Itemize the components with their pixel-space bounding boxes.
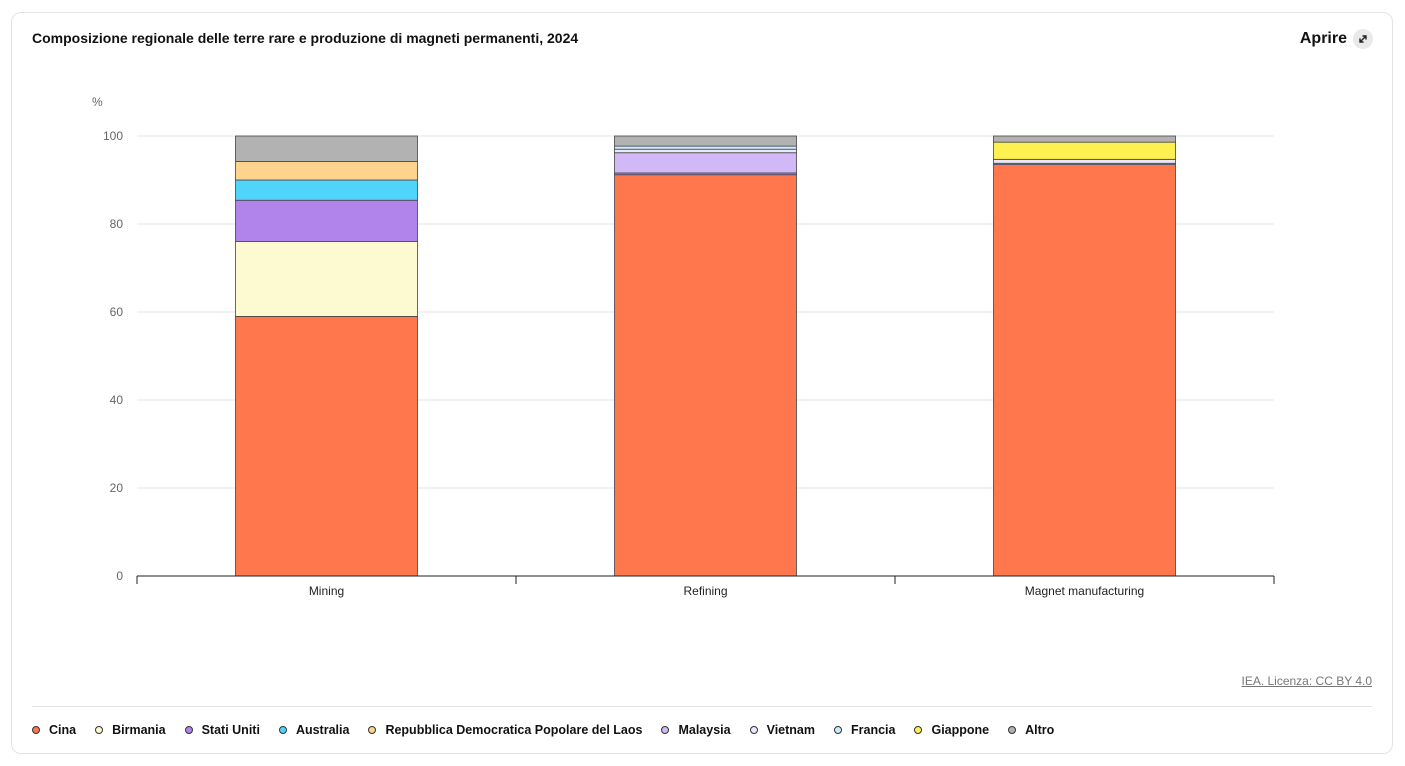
legend-item[interactable]: Cina [32,723,76,737]
legend-swatch [661,726,670,734]
bar-segment [235,161,418,181]
legend-item[interactable]: Vietnam [749,723,815,737]
legend-swatch [749,726,758,734]
source-link[interactable]: IEA. Licenza: CC BY 4.0 [1241,674,1372,688]
x-tick-label: Mining [309,584,344,598]
bar-segment [993,141,1176,160]
y-tick-label: 80 [110,217,124,231]
legend-swatch [834,726,842,734]
y-axis-label: % [92,95,103,109]
y-tick-label: 40 [110,393,124,407]
bar-segment [235,241,418,317]
legend-label: Birmania [112,723,166,737]
chart-title: Composizione regionale delle terre rare … [32,30,579,46]
legend-item[interactable]: Australia [278,723,350,737]
legend-swatch [278,726,287,734]
legend-label: Repubblica Democratica Popolare del Laos [385,723,643,737]
bar-segment [993,135,1176,143]
legend-item[interactable]: Malaysia [661,723,731,737]
y-tick-label: 60 [110,305,124,319]
bar-segment [235,135,418,162]
chart-legend: Cina Birmania Stati Uniti Australia Repubbli… [32,723,1073,737]
x-tick-label: Refining [683,584,727,598]
bar-segment [614,145,797,150]
bar-segment [993,164,1176,577]
legend-swatch [914,726,923,734]
legend-label: Francia [851,723,896,737]
legend-item[interactable]: Francia [834,723,895,737]
bar-segment [993,158,1176,164]
legend-label: Giappone [931,723,990,737]
legend-label: Australia [295,723,350,737]
bar-segment [235,315,418,577]
legend-swatch [32,726,40,734]
legend-item[interactable]: Repubblica Democratica Popolare del Laos [368,723,642,737]
legend-swatch [95,726,104,734]
legend-item[interactable]: Stati Uniti [184,723,260,737]
bar-segment [614,148,797,154]
legend-item[interactable]: Giappone [914,723,989,737]
y-tick-label: 20 [110,481,124,495]
legend-label: Malaysia [678,723,731,737]
open-button-label: Aprire [1299,30,1347,47]
x-tick-label: Magnet manufacturing [1025,584,1144,598]
y-tick-label: 0 [116,569,123,583]
bar-segment [235,179,418,201]
legend-label: Stati Uniti [201,723,260,737]
legend-label: Vietnam [766,723,815,737]
bar-segment [614,135,797,147]
legend-label: Altro [1025,723,1055,737]
legend-label: Cina [49,723,77,737]
bar-segment [235,199,418,243]
bar-segment [614,152,797,174]
bar-segment [614,174,797,577]
legend-item[interactable]: Altro [1008,723,1054,737]
expand-icon [1353,29,1373,49]
y-tick-label: 100 [103,129,123,143]
divider [32,706,1372,707]
legend-swatch [1008,726,1017,734]
legend-swatch [184,726,193,734]
open-button[interactable]: Aprire [1300,29,1373,49]
legend-swatch [368,726,377,734]
legend-item[interactable]: Birmania [95,723,166,737]
